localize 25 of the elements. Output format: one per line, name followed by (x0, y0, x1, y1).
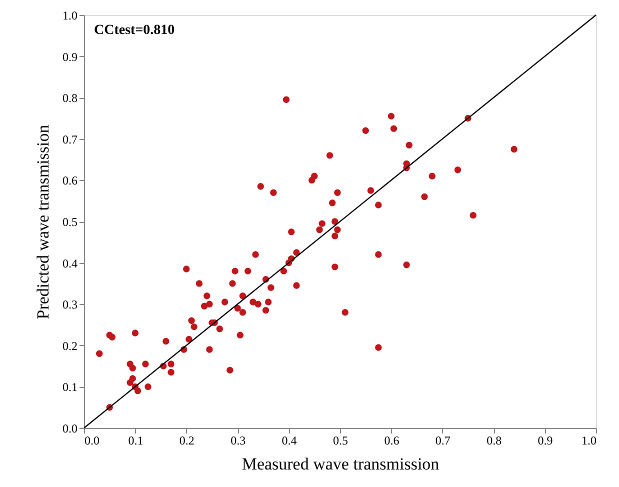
y-tick-label: 0.2 (62, 338, 78, 353)
x-tick-label: 0.1 (128, 434, 144, 448)
x-tick-label: 0.4 (282, 434, 297, 448)
x-tick-label: 0.8 (486, 434, 502, 448)
y-tick-label: 0.6 (62, 174, 78, 188)
x-tick-label: 0.5 (333, 434, 348, 448)
y-tick-label: 0.0 (62, 422, 78, 436)
y-tick-label: 0.4 (62, 256, 78, 270)
y-tick-label: 0.8 (62, 91, 78, 106)
x-tick-label: 0.7 (435, 434, 450, 448)
y-tick-label: 0.1 (62, 380, 78, 394)
x-axis-title: Measured wave transmission (242, 454, 440, 474)
y-tick-label: 0.7 (62, 132, 78, 146)
annotation: CCtest=0.810 (94, 23, 175, 38)
x-tick-label: 0.0 (84, 434, 100, 448)
x-tick-label: 0.2 (179, 434, 194, 448)
y-tick-label: 0.5 (62, 215, 78, 229)
y-axis-title: Predicted wave transmission (34, 124, 52, 320)
x-tick-label: 0.9 (538, 434, 553, 448)
y-tick-label: 0.9 (62, 50, 78, 64)
x-tick-label: 0.3 (230, 434, 246, 448)
y-tick-label: 0.3 (62, 298, 78, 312)
y-tick-label: 1.0 (62, 8, 78, 22)
x-tick-label: 0.6 (384, 434, 400, 448)
x-tick-label: 1.0 (582, 434, 596, 448)
